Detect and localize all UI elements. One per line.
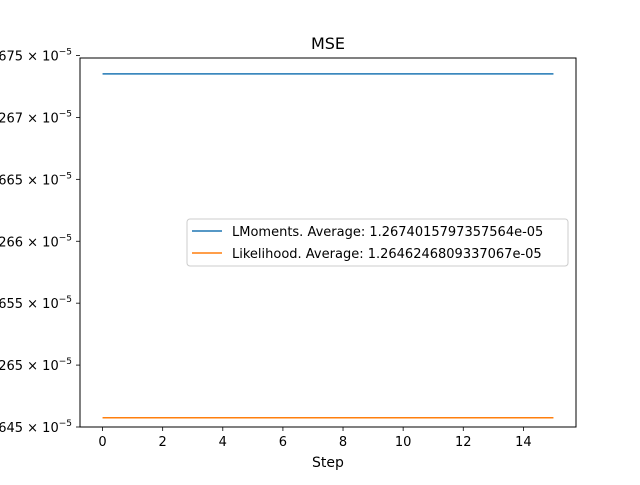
y-tick-label: 266 × 10−5: [0, 233, 72, 250]
legend-label-1: LMoments. Average: 1.2674015797357564e-0…: [232, 225, 543, 240]
x-axis: 0 2 4 6 8 10 12 14: [98, 427, 532, 450]
x-tick-label: 12: [455, 435, 472, 450]
x-tick-label: 0: [98, 435, 106, 450]
y-tick-label: 675 × 10−5: [0, 48, 72, 65]
legend-box: [186, 218, 569, 267]
y-tick-label: 645 × 10−5: [0, 419, 72, 436]
y-tick-label: 267 × 10−5: [0, 109, 72, 126]
x-tick-label: 2: [159, 435, 167, 450]
x-tick-label: 10: [395, 435, 412, 450]
x-tick-label: 4: [219, 435, 227, 450]
x-tick-label: 6: [279, 435, 287, 450]
plot-frame: [79, 57, 577, 428]
plot-area: [102, 73, 554, 419]
y-tick-label: 665 × 10−5: [0, 171, 72, 188]
legend: LMoments. Average: 1.2674015797357564e-0…: [186, 218, 569, 267]
y-axis: 645 × 10−5 265 × 10−5 655 × 10−5 266 × 10−5…: [0, 48, 80, 436]
y-tick-label: 655 × 10−5: [0, 295, 72, 312]
x-tick-label: 8: [339, 435, 347, 450]
chart-title: MSE: [311, 34, 345, 53]
y-tick-label: 265 × 10−5: [0, 357, 72, 374]
x-tick-label: 14: [515, 435, 532, 450]
legend-label-2: Likelihood. Average: 1.2646246809337067e…: [232, 247, 542, 262]
x-axis-label: Step: [312, 455, 344, 471]
